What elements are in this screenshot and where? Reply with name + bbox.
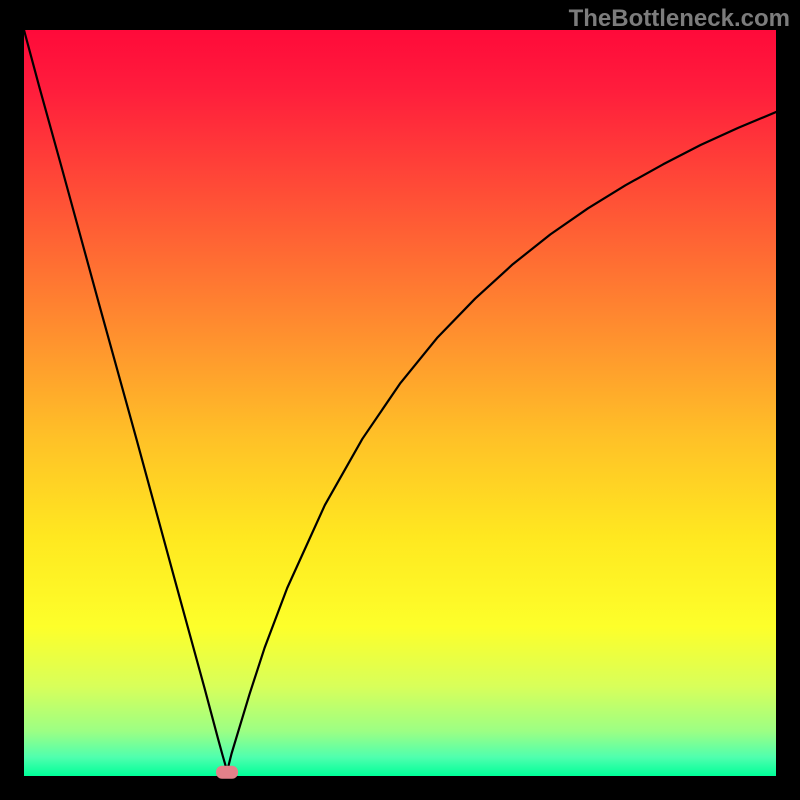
watermark-text: TheBottleneck.com	[569, 5, 790, 32]
plot-background	[24, 30, 776, 776]
bottleneck-chart: TheBottleneck.com	[0, 0, 800, 800]
chart-canvas: TheBottleneck.com	[0, 0, 800, 800]
minimum-marker	[216, 766, 238, 779]
